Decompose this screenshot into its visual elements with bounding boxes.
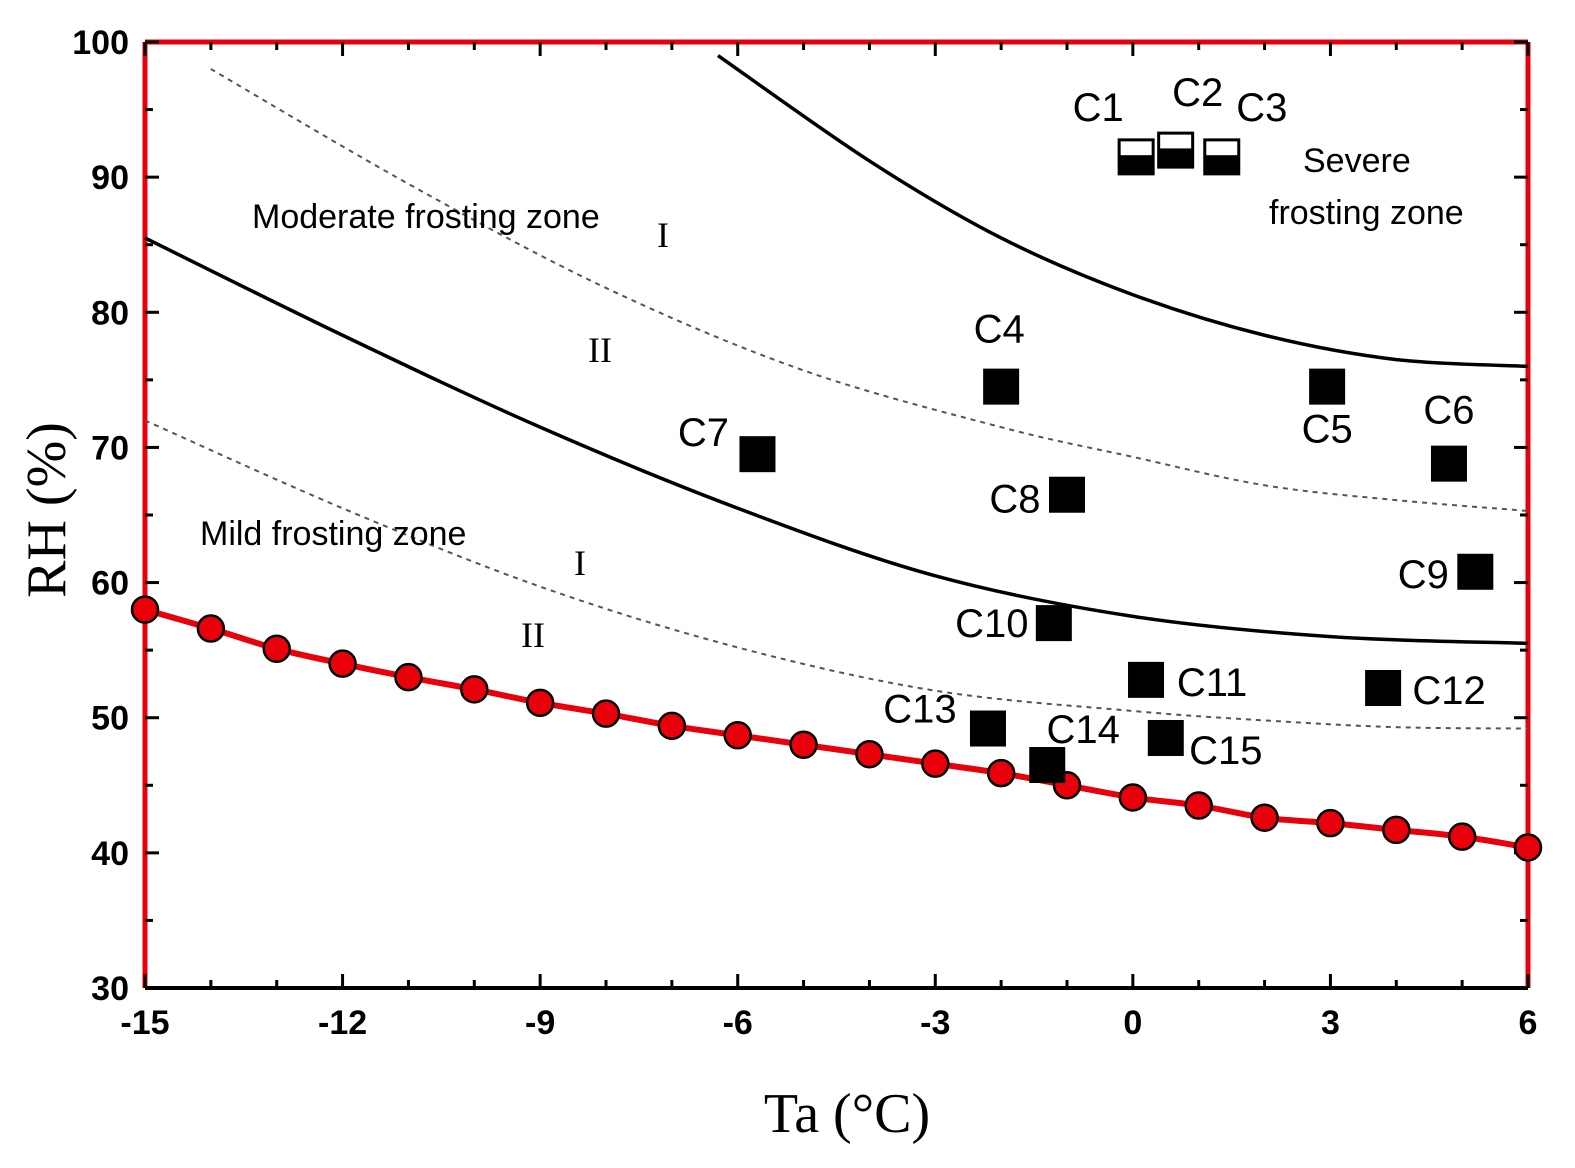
- y-tick-label: 50: [91, 700, 129, 738]
- case-marker: [1035, 605, 1072, 642]
- case-label: C7: [678, 411, 729, 455]
- moderate-zone-label: Moderate frosting zone: [252, 198, 600, 236]
- boundary-point: [723, 721, 752, 750]
- boundary-point: [262, 634, 291, 664]
- x-tick-label: 6: [1519, 1004, 1538, 1042]
- moderate-boundary-curve: [144, 236, 1529, 646]
- boundary-point: [1513, 833, 1543, 862]
- case-label: C10: [955, 602, 1028, 646]
- y-tick-label: 70: [91, 429, 129, 467]
- x-tick-label: 0: [1123, 1004, 1142, 1042]
- x-tick-label: 3: [1321, 1004, 1340, 1042]
- case-marker: [1430, 445, 1467, 482]
- boundary-point: [657, 711, 687, 741]
- y-tick-label: 90: [91, 159, 129, 197]
- case-label: C9: [1398, 553, 1449, 597]
- case-marker: [1457, 553, 1494, 590]
- boundary-point: [1118, 783, 1148, 812]
- case-marker: [1147, 719, 1184, 756]
- boundary-point: [525, 688, 555, 718]
- boundary-point: [460, 675, 489, 704]
- boundary-point: [1447, 822, 1477, 851]
- case-label: C13: [883, 688, 956, 732]
- moderate-I-II-divider-curve: [210, 68, 1529, 512]
- severe-boundary-curve: [716, 54, 1529, 369]
- x-tick-label: -12: [318, 1004, 367, 1042]
- case-label: C6: [1423, 389, 1474, 433]
- x-axis-title: Ta (°C): [764, 1083, 930, 1145]
- boundary-point: [1184, 791, 1213, 820]
- boundary-point: [1250, 803, 1279, 832]
- boundary-point: [1382, 815, 1411, 845]
- y-tick-label: 100: [72, 24, 129, 62]
- x-tick-label: -15: [120, 1004, 169, 1042]
- case-label: C8: [989, 478, 1040, 522]
- y-axis-title: RH (%): [16, 422, 78, 598]
- case-label: C1: [1073, 86, 1124, 130]
- plot-area: [142, 39, 1531, 990]
- x-tick-label: -6: [723, 1004, 753, 1042]
- y-tick-label: 40: [91, 835, 129, 873]
- case-label: C5: [1302, 408, 1353, 452]
- severe-zone-label-line2: frosting zone: [1269, 194, 1464, 232]
- axis-ticks: -15 -12 -9 -6 -3 0 3 6 30 40 50 60 70 80 90 100: [72, 24, 1537, 1042]
- case-marker: [1128, 661, 1165, 698]
- lower-boundary-line: [144, 606, 1529, 851]
- case-label: C2: [1172, 71, 1223, 115]
- case-label: C14: [1047, 708, 1120, 752]
- mild-I-II-divider-curve: [144, 419, 1529, 730]
- case-label: C3: [1236, 86, 1287, 130]
- case-marker: [983, 368, 1020, 405]
- case-label: C12: [1412, 669, 1485, 713]
- x-tick-label: -3: [920, 1004, 950, 1042]
- boundary-point: [591, 699, 621, 728]
- case-marker-fill: [1204, 155, 1239, 174]
- boundary-point: [130, 595, 160, 624]
- y-tick-label: 60: [91, 565, 129, 603]
- case-marker: [1029, 747, 1066, 784]
- case-marker-fill: [1158, 148, 1193, 168]
- boundary-point: [328, 649, 357, 678]
- case-marker: [739, 436, 776, 473]
- case-marker: [1365, 669, 1402, 706]
- mild-zone-label: Mild frosting zone: [200, 515, 466, 553]
- severe-zone-label-line1: Severe: [1303, 142, 1411, 180]
- y-tick-label: 30: [91, 970, 129, 1008]
- moderate-region-I-label: I: [657, 215, 669, 255]
- case-marker: [1309, 368, 1346, 405]
- moderate-region-II-label: II: [588, 330, 612, 370]
- zone-curves: [144, 54, 1529, 730]
- boundary-point: [986, 758, 1016, 788]
- case-marker: [1049, 476, 1085, 513]
- case-label: C4: [974, 308, 1025, 352]
- boundary-point: [196, 614, 226, 643]
- case-label: C11: [1177, 661, 1247, 705]
- case-label: C15: [1189, 729, 1262, 773]
- axis-titles: Ta (°C) RH (%): [16, 422, 930, 1145]
- mild-region-I-label: I: [574, 543, 586, 583]
- case-marker-fill: [1119, 155, 1154, 174]
- boundary-point: [921, 749, 950, 778]
- lower-boundary-series: [130, 595, 1543, 862]
- zone-annotations: Moderate frosting zone Mild frosting zon…: [200, 142, 1464, 655]
- mild-region-II-label: II: [521, 615, 545, 655]
- boundary-point: [394, 662, 423, 692]
- plot-background: [145, 42, 1528, 988]
- x-tick-label: -9: [525, 1004, 555, 1042]
- boundary-point: [789, 730, 818, 759]
- boundary-point: [1316, 808, 1345, 838]
- case-points: C1 C2 C3 C4 C5 C6 C7 C8 C9 C10 C11 C12 C13 C14 C15: [678, 71, 1494, 784]
- y-tick-label: 80: [91, 294, 129, 332]
- case-marker: [969, 710, 1006, 747]
- boundary-point: [855, 739, 884, 769]
